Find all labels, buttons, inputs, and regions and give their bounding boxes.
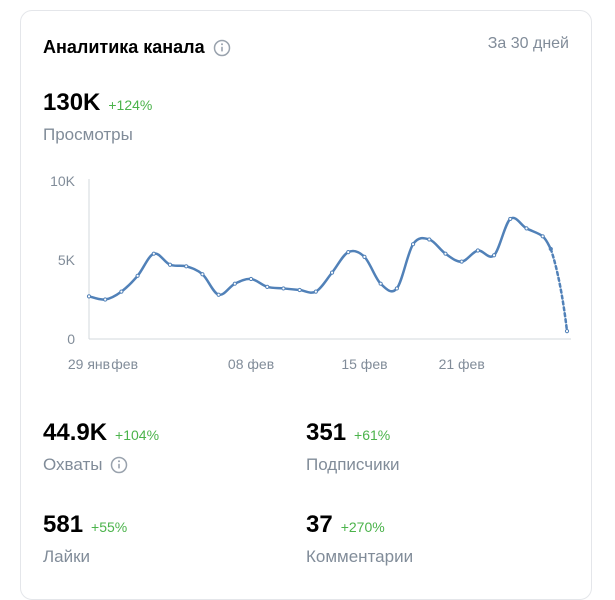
comments-label: Комментарии	[306, 547, 414, 566]
data-point	[394, 286, 399, 291]
period-selector[interactable]: За 30 дней	[487, 35, 569, 52]
subscribers-metric: 351 +61% Подписчики	[306, 419, 400, 475]
data-point	[167, 262, 173, 267]
reach-delta: +104%	[115, 427, 160, 443]
views-delta: +124%	[108, 97, 153, 113]
data-point	[119, 289, 124, 294]
views-label: Просмотры	[43, 125, 133, 144]
x-tick-label: 08 фев	[228, 356, 274, 372]
data-point	[313, 289, 318, 294]
views-line-forecast	[549, 247, 569, 333]
reach-metric: 44.9K +104% Охваты	[43, 419, 159, 475]
data-point	[297, 287, 302, 293]
data-point	[508, 216, 513, 222]
data-point	[443, 251, 448, 256]
data-point	[410, 242, 416, 247]
data-point	[103, 297, 108, 302]
data-point	[329, 270, 335, 275]
data-point	[378, 281, 383, 286]
data-point	[135, 273, 140, 278]
info-circle-icon[interactable]	[110, 456, 128, 474]
data-point	[564, 329, 570, 334]
data-point	[265, 284, 270, 289]
subscribers-value: 351	[306, 419, 347, 446]
subscribers-delta: +61%	[354, 427, 391, 443]
data-point	[151, 251, 156, 256]
data-point	[248, 276, 254, 282]
likes-metric: 581 +55% Лайки	[43, 511, 127, 567]
data-point	[86, 294, 92, 299]
y-tick-label: 10K	[50, 173, 76, 189]
comments-metric: 37 +270% Комментарии	[306, 511, 413, 567]
views-metric: 130K +124% Просмотры	[43, 89, 152, 145]
y-tick-label: 0	[67, 331, 75, 347]
likes-value: 581	[43, 511, 84, 538]
views-value: 130K	[43, 89, 101, 116]
data-point	[184, 264, 189, 269]
data-point	[281, 286, 286, 291]
x-tick-label: 15 фев	[341, 356, 387, 372]
comments-value: 37	[306, 511, 333, 538]
info-circle-icon[interactable]	[213, 39, 231, 57]
data-point	[540, 234, 545, 239]
data-point	[362, 254, 367, 259]
subscribers-label: Подписчики	[306, 455, 400, 474]
likes-delta: +55%	[91, 519, 128, 535]
data-point	[200, 272, 205, 277]
x-tick-label: 21 фев	[439, 356, 485, 372]
y-tick-label: 5K	[58, 252, 76, 268]
data-point	[491, 253, 497, 258]
data-point	[232, 281, 237, 286]
card-header: Аналитика канала	[43, 37, 231, 58]
channel-analytics-card: Аналитика канала За 30 дней 130K +124% П…	[20, 10, 592, 600]
x-tick-label: 29 янв	[68, 356, 110, 372]
views-chart[interactable]: 0 5K 10K 29 янв фев 08 фев 15 фев 21 фев	[21, 11, 591, 391]
data-point	[524, 226, 529, 231]
data-point	[216, 292, 221, 297]
data-point	[346, 250, 351, 255]
card-title: Аналитика канала	[43, 37, 205, 57]
views-line	[88, 216, 552, 301]
data-point	[475, 248, 480, 253]
data-point	[427, 237, 432, 242]
comments-delta: +270%	[340, 519, 385, 535]
x-tick-label: фев	[111, 356, 138, 372]
reach-value: 44.9K	[43, 419, 108, 446]
data-point	[459, 259, 464, 264]
likes-label: Лайки	[43, 547, 91, 566]
reach-label: Охваты	[43, 455, 103, 474]
